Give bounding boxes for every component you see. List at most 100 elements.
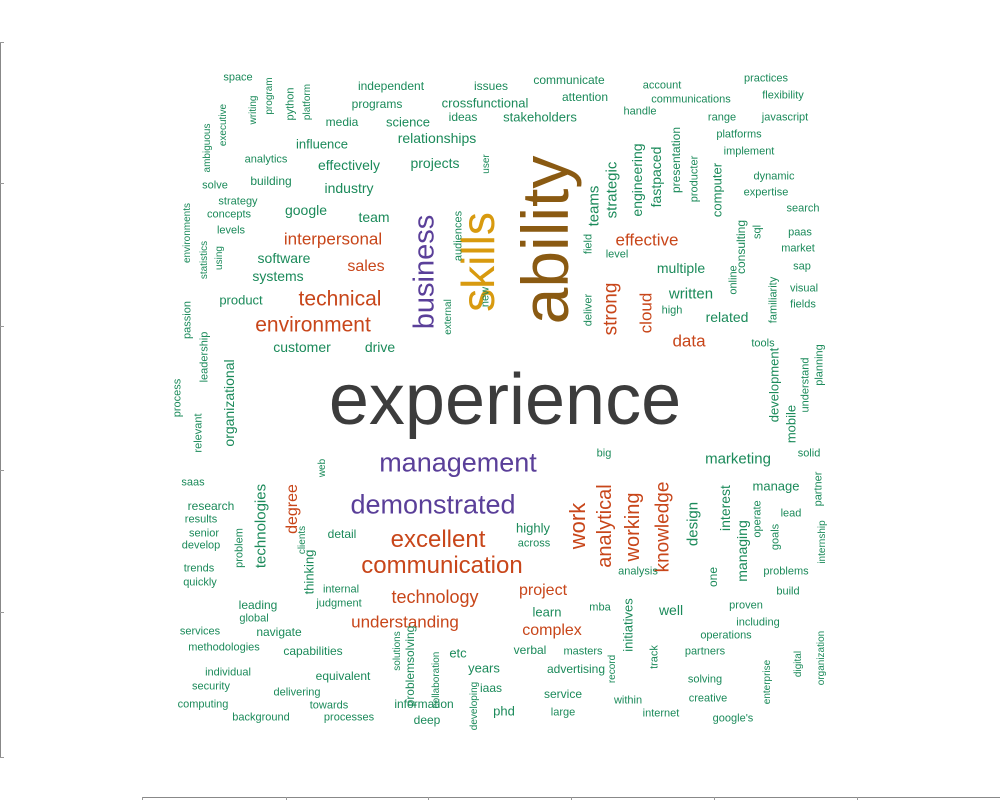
- word-advertising: advertising: [546, 662, 606, 676]
- word-field: field: [582, 233, 595, 255]
- word-executive: executive: [218, 103, 229, 147]
- word-track: track: [648, 645, 661, 669]
- word-record: record: [607, 654, 618, 684]
- word-global: global: [239, 612, 269, 625]
- word-equivalent: equivalent: [315, 669, 371, 683]
- word-written: written: [668, 285, 714, 303]
- word-customer: customer: [273, 339, 331, 355]
- word-computer: computer: [709, 162, 725, 218]
- word-complex: complex: [522, 622, 582, 639]
- word-analysis: analysis: [618, 565, 658, 578]
- word-leadership: leadership: [198, 331, 211, 383]
- left-axis-tick: [0, 326, 4, 327]
- word-strategy: strategy: [218, 195, 258, 208]
- word-marketing: marketing: [705, 450, 771, 468]
- word-manage: manage: [752, 478, 800, 494]
- word-programs: programs: [351, 97, 403, 111]
- word-expertise: expertise: [743, 186, 789, 199]
- word-developing: developing: [469, 681, 480, 731]
- word-account: account: [642, 79, 682, 92]
- word-planning: planning: [813, 344, 826, 386]
- word-big: big: [596, 447, 612, 460]
- word-handle: handle: [623, 105, 657, 118]
- word-sql: sql: [751, 224, 764, 240]
- word-ambiguous: ambiguous: [202, 123, 213, 173]
- word-software: software: [257, 250, 311, 266]
- left-axis-tick: [0, 183, 4, 184]
- word-platform: platform: [302, 83, 313, 121]
- word-understand: understand: [799, 357, 812, 413]
- word-solving: solving: [687, 673, 723, 686]
- word-program: program: [264, 77, 275, 115]
- word-producter: producter: [688, 155, 701, 203]
- word-audiences: audiences: [452, 210, 465, 262]
- word-computing: computing: [177, 698, 229, 711]
- word-working: working: [622, 492, 644, 562]
- word-highly: highly: [516, 520, 550, 536]
- word-solid: solid: [797, 447, 821, 460]
- word-strategic: strategic: [603, 161, 621, 219]
- word-leading: leading: [238, 598, 278, 612]
- word-cloud: cloud: [636, 292, 656, 334]
- word-problem: problem: [233, 528, 246, 568]
- word-technology: technology: [391, 587, 479, 607]
- word-engineering: engineering: [629, 143, 645, 217]
- word-practices: practices: [743, 72, 789, 85]
- word-technical: technical: [298, 287, 382, 311]
- word-work: work: [565, 502, 590, 550]
- left-axis-line: [0, 42, 1, 758]
- word-online: online: [727, 265, 740, 295]
- word-internal: internal: [322, 583, 360, 596]
- word-learn: learn: [532, 604, 562, 620]
- word-including: including: [736, 616, 780, 629]
- bottom-axis-tick: [286, 797, 287, 800]
- word-process: process: [171, 378, 184, 418]
- word-mba: mba: [589, 601, 611, 614]
- word-dynamic: dynamic: [753, 170, 795, 183]
- word-thinking: thinking: [301, 549, 317, 595]
- word-processes: processes: [323, 711, 375, 724]
- word-fastpaced: fastpaced: [648, 146, 664, 208]
- word-analytics: analytics: [244, 153, 288, 166]
- word-partners: partners: [684, 645, 726, 658]
- word-drive: drive: [364, 339, 396, 355]
- word-understanding: understanding: [351, 612, 459, 632]
- word-new: new: [479, 286, 492, 308]
- word-problemsolving: problemsolving: [403, 625, 417, 707]
- word-space: space: [223, 71, 253, 84]
- word-capabilities: capabilities: [283, 644, 343, 658]
- word-internet: internet: [642, 707, 680, 720]
- word-navigate: navigate: [256, 625, 302, 639]
- word-relationships: relationships: [397, 130, 477, 146]
- word-digital: digital: [793, 650, 804, 678]
- word-excellent: excellent: [390, 526, 486, 553]
- word-tools: tools: [751, 337, 775, 350]
- bottom-axis-tick: [142, 797, 143, 800]
- word-industry: industry: [324, 180, 374, 196]
- word-science: science: [385, 114, 431, 130]
- word-build: build: [776, 585, 800, 598]
- word-communicate: communicate: [533, 73, 605, 87]
- word-systems: systems: [252, 268, 304, 284]
- bottom-axis-tick: [428, 797, 429, 800]
- word-service: service: [543, 687, 583, 701]
- word-proven: proven: [729, 599, 763, 612]
- word-stakeholders: stakeholders: [503, 109, 577, 125]
- word-quickly: quickly: [183, 576, 217, 589]
- word-crossfunctional: crossfunctional: [441, 95, 529, 111]
- word-range: range: [707, 111, 737, 124]
- word-web: web: [317, 458, 328, 478]
- word-paas: paas: [788, 226, 812, 239]
- bottom-axis-tick: [714, 797, 715, 800]
- word-verbal: verbal: [513, 643, 547, 657]
- word-deliver: deliver: [582, 293, 595, 327]
- word-google: google: [284, 202, 328, 218]
- word-creative: creative: [688, 692, 728, 705]
- word-multiple: multiple: [656, 260, 706, 276]
- word-goals: goals: [769, 523, 782, 551]
- word-search: search: [786, 202, 820, 215]
- word-large: large: [550, 706, 576, 719]
- word-senior: senior: [189, 527, 219, 540]
- word-enterprise: enterprise: [762, 659, 773, 705]
- word-interest: interest: [717, 485, 733, 531]
